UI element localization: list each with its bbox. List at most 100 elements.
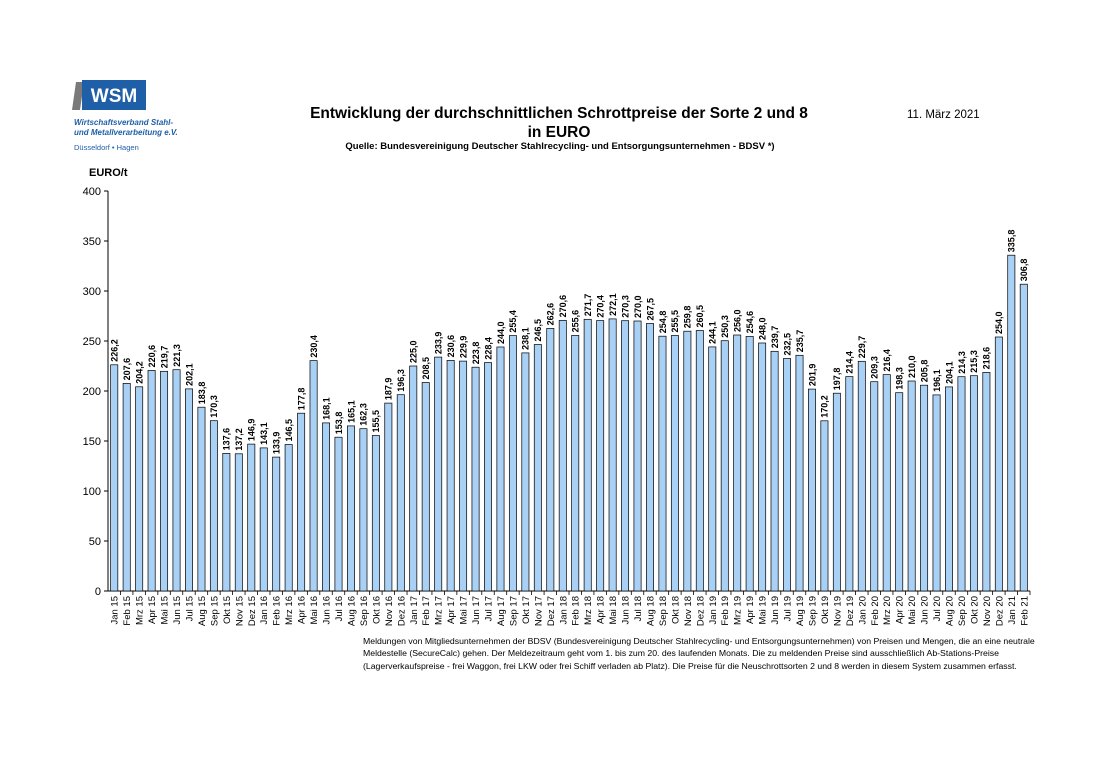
y-tick-label: 50 <box>89 536 101 548</box>
data-label: 219,7 <box>159 346 169 369</box>
data-label: 201,9 <box>807 364 817 387</box>
bar <box>533 344 542 592</box>
bar <box>471 366 480 592</box>
bar <box>808 388 816 592</box>
wsm-logo-mark: WSM <box>72 80 146 110</box>
x-tick-label: Okt 18 <box>670 596 681 624</box>
bar <box>135 386 144 592</box>
y-tick-label: 100 <box>83 486 101 498</box>
bar <box>683 330 692 592</box>
x-tick-label: Apr 15 <box>147 596 158 624</box>
data-label: 198,3 <box>894 367 904 390</box>
bar <box>857 360 866 592</box>
x-tick-label: Nov 19 <box>832 596 843 626</box>
bar <box>185 388 193 592</box>
data-label: 335,8 <box>1007 230 1017 253</box>
bar <box>484 362 492 592</box>
data-label: 133,9 <box>272 432 282 455</box>
data-label: 208,5 <box>421 357 431 380</box>
x-tick-label: Nov 17 <box>533 596 544 626</box>
data-label: 216,4 <box>882 349 892 372</box>
x-tick-label: Jan 20 <box>857 596 868 625</box>
x-tick-label: Mai 17 <box>459 596 470 625</box>
bar <box>409 365 418 592</box>
x-tick-label: Jul 19 <box>783 596 794 621</box>
data-label: 225,0 <box>409 340 419 363</box>
logo-city: Düsseldorf • Hagen <box>74 143 139 152</box>
x-tick-label: Apr 18 <box>596 596 607 624</box>
bar <box>720 340 729 592</box>
data-label: 177,8 <box>296 388 306 411</box>
y-tick-label: 400 <box>83 186 101 198</box>
bar <box>459 360 468 592</box>
data-label: 248,0 <box>757 317 767 340</box>
x-tick-label: Okt 19 <box>820 596 831 624</box>
bar <box>259 447 268 592</box>
footnote: Meldungen von Mitgliedsunternehmen der B… <box>363 636 1035 671</box>
x-tick-label: Aug 17 <box>496 596 507 626</box>
data-label: 238,1 <box>521 327 531 350</box>
data-label: 229,9 <box>458 336 468 359</box>
x-tick-label: Jan 18 <box>558 596 569 625</box>
data-label: 250,3 <box>720 315 730 338</box>
x-tick-label: Jun 16 <box>322 596 333 625</box>
bar <box>907 380 916 592</box>
bar <box>110 364 119 592</box>
bar <box>434 356 443 592</box>
data-label: 259,8 <box>683 306 693 329</box>
bar <box>870 381 879 592</box>
y-tick-label: 0 <box>95 586 101 598</box>
data-label: 165,1 <box>346 400 356 423</box>
y-axis-label: EURO/t <box>89 167 128 179</box>
data-label: 256,0 <box>733 309 743 332</box>
x-tick-label: Feb 17 <box>421 596 432 626</box>
bar <box>658 335 667 592</box>
data-label: 271,7 <box>583 294 593 317</box>
data-label: 205,8 <box>919 360 929 383</box>
x-tick-label: Feb 20 <box>870 596 881 626</box>
y-tick-label: 300 <box>83 286 101 298</box>
data-label: 254,0 <box>994 311 1004 334</box>
data-label: 210,0 <box>907 355 917 378</box>
x-tick-label: Feb 21 <box>1019 596 1030 626</box>
data-label: 187,9 <box>384 378 394 401</box>
data-label: 196,3 <box>396 369 406 392</box>
data-label: 226,2 <box>110 339 120 362</box>
report-date: 11. März 2021 <box>907 109 980 121</box>
data-label: 223,8 <box>471 342 481 365</box>
data-label: 230,6 <box>446 335 456 358</box>
data-label: 233,9 <box>433 332 443 355</box>
bar <box>122 383 131 592</box>
data-label: 244,1 <box>708 321 718 344</box>
x-tick-label: Dez 15 <box>247 596 258 626</box>
x-tick-label: Jan 15 <box>110 596 121 625</box>
data-label: 204,1 <box>944 361 954 384</box>
x-tick-label: Feb 19 <box>720 596 731 626</box>
x-tick-label: Jan 19 <box>708 596 719 625</box>
x-tick-label: Mrz 17 <box>434 596 445 625</box>
bar <box>708 346 717 592</box>
bar <box>945 386 953 592</box>
data-label: 162,3 <box>359 403 369 426</box>
bar <box>546 328 555 592</box>
x-tick-label: Mrz 19 <box>733 596 744 625</box>
x-tick-label: Jul 16 <box>334 596 345 621</box>
data-label: 229,7 <box>857 336 867 359</box>
logo-line-2: und Metallverarbeitung e.V. <box>74 128 178 137</box>
data-label: 220,6 <box>147 345 157 368</box>
x-tick-label: Aug 19 <box>795 596 806 626</box>
x-tick-label: Apr 17 <box>446 596 457 624</box>
svg-text:WSM: WSM <box>91 86 137 107</box>
bar <box>608 318 617 592</box>
x-tick-label: Nov 18 <box>683 596 694 626</box>
data-label: 239,7 <box>770 326 780 349</box>
x-tick-label: Apr 16 <box>297 596 308 624</box>
bar <box>496 346 505 592</box>
bar <box>820 420 829 592</box>
y-tick-label: 350 <box>83 236 101 248</box>
bar <box>621 320 630 592</box>
x-tick-label: Mai 20 <box>907 596 918 625</box>
bar <box>309 360 318 592</box>
data-label: 306,8 <box>1019 259 1029 282</box>
x-tick-label: Sep 17 <box>508 596 519 626</box>
